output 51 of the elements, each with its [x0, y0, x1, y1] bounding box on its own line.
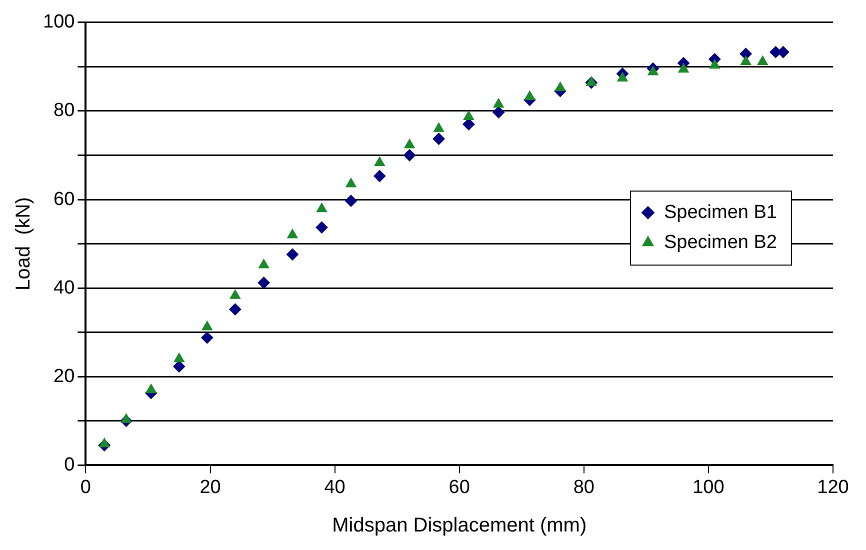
point: [434, 122, 444, 132]
point: [493, 98, 504, 108]
point: [374, 170, 386, 182]
point: [648, 66, 658, 76]
point: [374, 156, 385, 166]
point: [709, 59, 720, 69]
point: [120, 414, 132, 423]
point: [146, 384, 156, 394]
point: [586, 76, 597, 86]
point: [286, 248, 298, 260]
point: [258, 276, 270, 289]
point: [202, 321, 212, 330]
y-tick-label: 20: [54, 366, 75, 387]
x-tick-label: 80: [573, 476, 594, 498]
point: [740, 56, 752, 66]
x-tick-label: 120: [817, 476, 849, 498]
x-tick-label: 60: [448, 476, 470, 498]
x-tick-label: 20: [200, 476, 221, 498]
point: [678, 63, 689, 73]
x-tick-label: 40: [324, 476, 346, 498]
point: [229, 303, 242, 316]
point: [174, 352, 184, 362]
point: [524, 90, 535, 100]
x-tick-label: 100: [692, 476, 724, 498]
point: [463, 110, 474, 120]
point: [258, 259, 270, 268]
point: [316, 202, 327, 212]
point: [230, 290, 240, 299]
point: [617, 72, 628, 82]
y-axis-title: Load (kN): [12, 197, 35, 290]
y-tick-label: 60: [54, 188, 75, 210]
point: [316, 221, 328, 234]
point: [554, 82, 566, 92]
y-tick-label: 100: [43, 12, 75, 33]
legend-label: Specimen B1: [664, 202, 778, 223]
point: [287, 228, 298, 238]
y-tick-label: 40: [54, 277, 75, 298]
point: [404, 149, 416, 162]
point: [432, 132, 445, 145]
point: [757, 56, 768, 66]
point: [344, 194, 357, 207]
point: [404, 139, 415, 148]
x-axis-title: Midspan Displacement (mm): [332, 514, 587, 537]
point: [99, 438, 110, 448]
y-tick-label: 80: [54, 100, 75, 122]
point: [492, 106, 505, 118]
legend-label: Specimen B2: [664, 232, 778, 253]
point: [346, 178, 356, 188]
x-tick-label: 0: [80, 476, 91, 498]
point: [201, 332, 214, 344]
y-tick-label: 0: [64, 454, 75, 476]
